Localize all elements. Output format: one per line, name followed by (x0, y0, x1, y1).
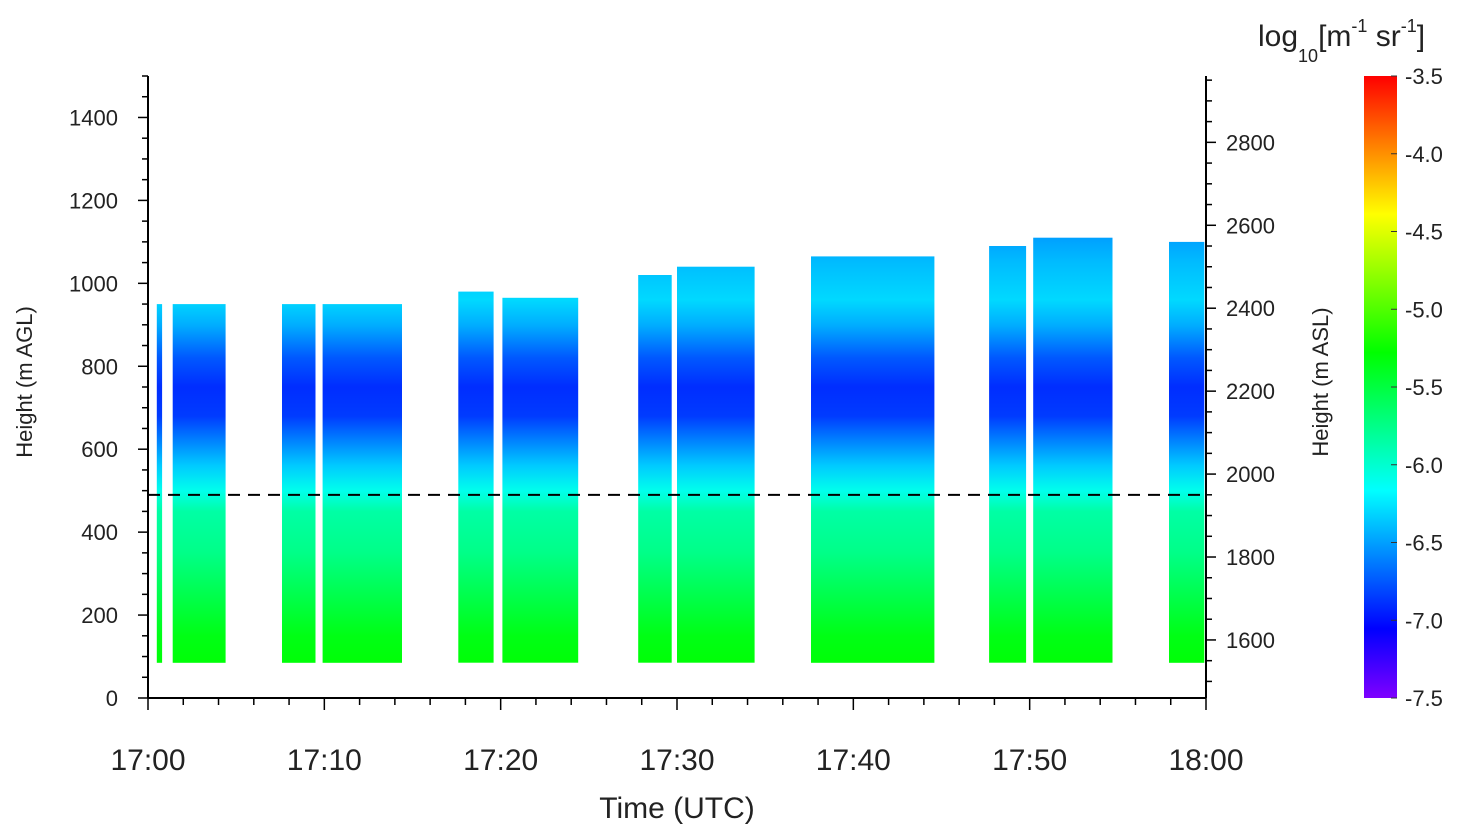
colorbar-title-base: log (1258, 20, 1298, 53)
colorbar-tick-label: -4.5 (1405, 220, 1443, 245)
heatmap-segment-12 (1169, 241, 1205, 663)
x-tick-label: 17:30 (639, 744, 714, 777)
heatmap-segment-1 (156, 304, 163, 663)
x-tick-label: 17:50 (992, 744, 1067, 777)
colorbar-tick-label: -7.5 (1405, 686, 1443, 711)
x-tick-label: 18:00 (1168, 744, 1243, 777)
heatmap-segment-10 (989, 246, 1027, 663)
heatmap-segment-4 (322, 304, 402, 663)
y-tick-label: 1200 (69, 188, 118, 213)
colorbar-tick-label: -6.0 (1405, 453, 1443, 478)
colorbar-tick-label: -3.5 (1405, 64, 1443, 89)
colorbar: -3.5 -4.0 -4.5 -5.0 -5.5 -6.0 -6.5 -7.0 -7.5 log1… (1258, 16, 1443, 711)
heatmap-segment-11 (1033, 237, 1113, 663)
y2-axis-label: Height (m ASL) (1308, 307, 1333, 456)
heatmap-segment-2 (172, 304, 226, 663)
x-axis-label: Time (UTC) (599, 792, 755, 825)
colorbar-title: log10[m-1 sr-1] (1258, 16, 1425, 66)
heatmap-segment-9 (811, 256, 935, 663)
heatmap-segment-8 (677, 266, 755, 663)
axes: 0 200 400 600 800 1000 1200 1400 1600 1800 2000 220… (12, 75, 1333, 825)
y2-tick-label: 2400 (1226, 296, 1275, 321)
y-tick-label: 200 (81, 603, 118, 628)
y-tick-label: 600 (81, 437, 118, 462)
colorbar-title-subscript: 10 (1298, 46, 1318, 66)
colorbar-tick-label: -7.0 (1405, 608, 1443, 633)
colorbar-title-unit-sr: sr (1367, 20, 1400, 53)
heatmap-segment-6 (502, 297, 579, 663)
heatmap-segment-5 (458, 291, 494, 663)
y-tick-label: 1400 (69, 105, 118, 130)
colorbar-tick-label: -6.5 (1405, 531, 1443, 556)
colorbar-title-unit: [m (1318, 20, 1351, 53)
x-tick-label: 17:20 (463, 744, 538, 777)
colorbar-tick-label: -5.0 (1405, 297, 1443, 322)
y-tick-label: 400 (81, 520, 118, 545)
y-tick-label: 0 (106, 686, 118, 711)
y-tick-label: 800 (81, 354, 118, 379)
y2-tick-label: 2000 (1226, 462, 1275, 487)
y2-tick-label: 1800 (1226, 545, 1275, 570)
heatmap-segment-7 (638, 275, 672, 663)
colorbar-tick-label: -5.5 (1405, 375, 1443, 400)
x-tick-label: 17:10 (287, 744, 362, 777)
heatmap-data-layer (156, 237, 1205, 663)
y2-tick-label: 2600 (1226, 213, 1275, 238)
colorbar-title-exponent-2: -1 (1401, 16, 1417, 36)
colorbar-title-exponent-1: -1 (1351, 16, 1367, 36)
x-tick-label: 17:00 (110, 744, 185, 777)
x-tick-label: 17:40 (816, 744, 891, 777)
y-tick-label: 1000 (69, 271, 118, 296)
y2-tick-label: 2800 (1226, 130, 1275, 155)
y-axis-label: Height (m AGL) (12, 306, 37, 458)
colorbar-title-close: ] (1417, 20, 1425, 53)
y2-tick-label: 1600 (1226, 628, 1275, 653)
heatmap-segment-3 (282, 304, 316, 663)
colorbar-tick-label: -4.0 (1405, 142, 1443, 167)
y2-tick-label: 2200 (1226, 379, 1275, 404)
